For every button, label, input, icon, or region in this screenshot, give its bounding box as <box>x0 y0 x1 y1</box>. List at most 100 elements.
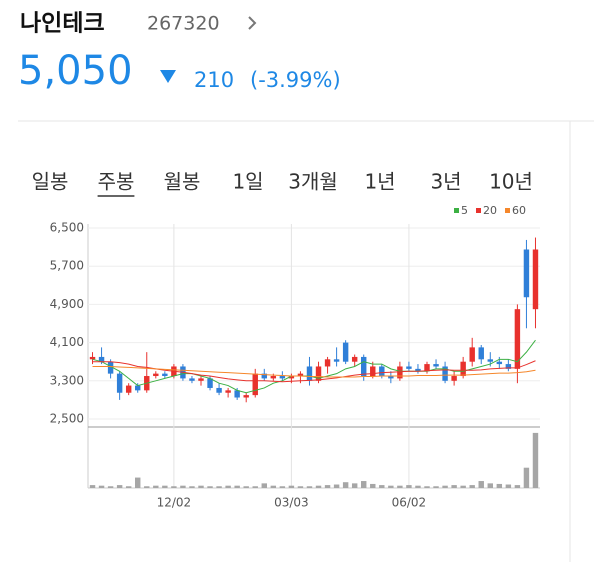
legend-swatch <box>454 208 459 213</box>
candle-body <box>496 361 503 365</box>
volume-bar <box>261 483 267 488</box>
volume-bar <box>496 483 503 488</box>
candle-body <box>225 390 231 393</box>
volume-bar <box>225 485 231 488</box>
candle-body <box>460 361 466 377</box>
volume-bar <box>288 485 295 488</box>
x-tick-label: 06/02 <box>392 496 427 510</box>
candle-body <box>135 385 141 391</box>
volume-bar <box>361 481 367 488</box>
volume-bar <box>243 486 249 488</box>
candle-body <box>397 366 403 379</box>
candle-body <box>333 359 340 362</box>
volume-bar <box>487 483 493 488</box>
candle-body <box>125 385 132 393</box>
candle-body <box>487 359 493 362</box>
candle-body <box>424 364 430 372</box>
volume-bar <box>451 485 457 488</box>
tab[interactable]: 1일 <box>232 170 263 194</box>
candle-body <box>261 373 267 379</box>
stock-code[interactable]: 267320 <box>147 13 220 35</box>
volume-bar <box>98 485 105 488</box>
volume-bar <box>107 486 114 488</box>
candle-body <box>433 364 439 367</box>
candle-body <box>288 376 295 379</box>
y-tick-label: 3,300 <box>50 373 84 387</box>
volume-bar <box>469 485 475 488</box>
volume-bar <box>379 485 385 488</box>
volume-bar <box>388 485 394 488</box>
candle-body <box>415 368 421 372</box>
candle-body <box>505 364 512 369</box>
tab-bar: 일봉 주봉 월봉 1일 3개월 1년 3년 10년 <box>32 170 533 197</box>
candle-body <box>315 366 322 381</box>
change-percent: (-3.99%) <box>250 68 341 92</box>
stock-name: 나인테크 <box>20 11 105 37</box>
volume-bar <box>370 483 376 488</box>
tab[interactable]: 3개월 <box>288 170 338 194</box>
volume-bar <box>162 485 168 488</box>
volume-bar <box>478 481 484 488</box>
y-tick-label: 5,700 <box>50 259 84 273</box>
volume-bar <box>180 485 186 488</box>
candle-body <box>351 356 358 362</box>
y-tick-label: 4,100 <box>50 335 84 349</box>
volume-bar <box>442 485 448 488</box>
tab[interactable]: 1년 <box>364 170 395 194</box>
y-tick-label: 2,500 <box>50 412 84 426</box>
volume-bar <box>116 485 123 488</box>
candle-body <box>342 342 349 362</box>
tab[interactable]: 일봉 <box>32 170 69 194</box>
moving-average <box>92 360 536 383</box>
candle-body <box>153 373 159 377</box>
candle-body <box>216 387 222 393</box>
volume-bar <box>532 432 539 488</box>
tab[interactable]: 월봉 <box>164 170 201 194</box>
volume-bar <box>514 485 521 488</box>
candle-body <box>162 373 168 377</box>
candle-body <box>98 356 105 362</box>
legend-label: 20 <box>483 204 497 217</box>
down-arrow <box>160 70 176 83</box>
volume-bar <box>135 477 141 488</box>
price: 5,050 <box>18 48 133 94</box>
legend-label: 60 <box>512 204 526 217</box>
y-tick-label: 4,900 <box>50 297 84 311</box>
candle-body <box>523 249 530 298</box>
volume-bar <box>234 485 240 488</box>
tab[interactable]: 주봉 <box>98 170 135 194</box>
moving-average <box>92 339 536 394</box>
candle-body <box>370 366 376 377</box>
tab[interactable]: 10년 <box>489 170 533 194</box>
candle-body <box>297 373 304 377</box>
candle-body <box>270 376 277 379</box>
candle-body <box>478 347 484 360</box>
volume-bar <box>315 485 322 488</box>
volume-bar <box>270 485 277 488</box>
candle-body <box>324 359 331 367</box>
volume-bar <box>279 486 286 488</box>
volume-bar <box>306 486 313 488</box>
volume-bar <box>89 485 96 488</box>
y-tick-label: 6,500 <box>50 221 84 235</box>
volume-bar <box>189 486 195 488</box>
candle-body <box>306 366 313 381</box>
volume-bar <box>171 486 177 488</box>
candle-body <box>116 373 123 393</box>
volume-bar <box>406 485 412 488</box>
candle-body <box>406 366 412 369</box>
candle-body <box>243 395 249 398</box>
tab[interactable]: 3년 <box>430 170 461 194</box>
chevron[interactable] <box>248 16 257 30</box>
volume-bar <box>333 484 340 488</box>
x-tick-label: 12/02 <box>157 496 192 510</box>
candle-body <box>107 361 114 374</box>
volume-bar <box>324 485 331 488</box>
volume-bar <box>415 485 421 488</box>
candle-body <box>469 347 475 362</box>
candle-body <box>514 309 521 369</box>
volume-bar <box>297 486 304 488</box>
candle-body <box>379 366 385 377</box>
candle-body <box>198 378 204 381</box>
